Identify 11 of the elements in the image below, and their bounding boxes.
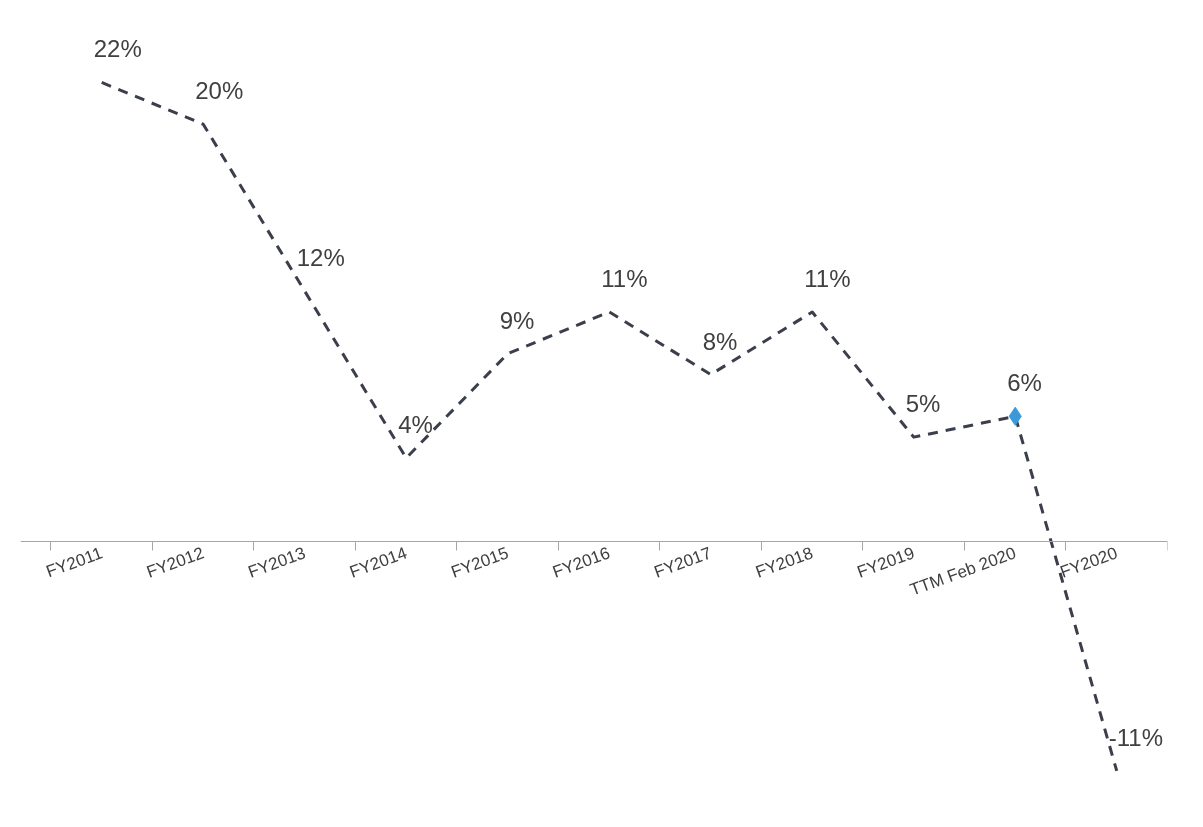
data-label: 11%	[601, 264, 648, 292]
data-label: -11%	[1108, 723, 1163, 751]
data-label: 20%	[195, 77, 244, 105]
data-label: 9%	[499, 306, 535, 334]
data-label: 11%	[804, 264, 851, 292]
data-label: 22%	[93, 35, 142, 63]
data-label: 5%	[905, 390, 941, 418]
data-label: 8%	[702, 327, 738, 355]
data-label: 12%	[296, 244, 345, 272]
data-label: 4%	[398, 411, 433, 439]
data-label: 6%	[1007, 369, 1042, 397]
